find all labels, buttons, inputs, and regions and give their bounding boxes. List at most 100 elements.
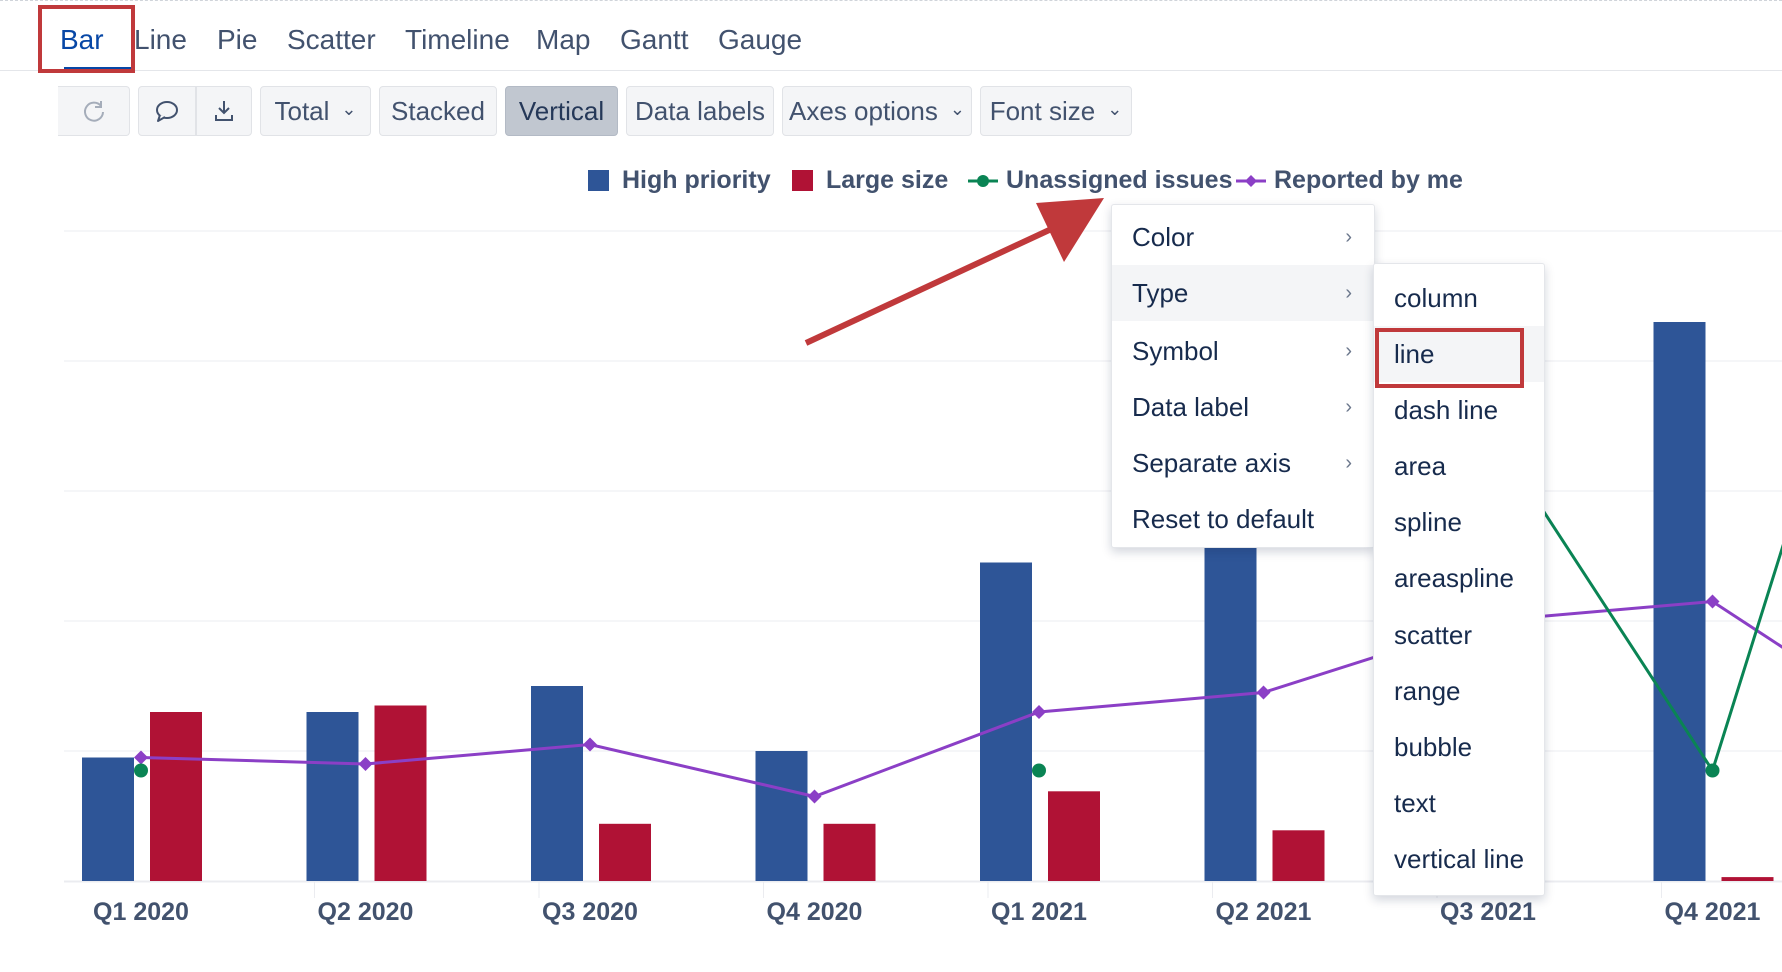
tab-scatter[interactable]: Scatter [287,24,376,55]
point-reported-by-me [1032,705,1046,719]
data-labels-button[interactable]: Data labels [626,86,774,136]
legend-marker-reported-by-me [1236,174,1266,187]
font-size-dropdown[interactable]: Font size ⌄ [980,86,1132,136]
bar-large-size [1272,830,1325,881]
bar-large-size [1721,877,1774,881]
point-reported-by-me [134,750,148,765]
annotation-highlight-bar-tab [38,5,135,73]
comment-icon [156,101,178,122]
legend-item-reported-by-me[interactable]: Reported by me [1236,166,1463,195]
x-axis-label: Q4 2020 [766,898,863,926]
point-unassigned-issues [134,763,148,778]
point-reported-by-me [807,789,822,804]
type-option-spline[interactable]: spline [1374,494,1544,550]
point-reported-by-me [583,737,597,752]
x-axis-label: Q3 2021 [1440,898,1536,926]
x-axis-label: Q1 2020 [93,898,189,926]
menu-item-label: Reset to default [1132,503,1315,534]
type-submenu: column line dash line area spline areasp… [1373,263,1545,896]
menu-item-type[interactable]: Type › [1112,265,1374,321]
menu-item-data-label[interactable]: Data label › [1112,379,1374,435]
bar-high-priority [1204,530,1257,881]
type-option-areaspline[interactable]: areaspline [1374,550,1544,606]
legend-swatch-high-priority [588,170,609,191]
type-option-text[interactable]: text [1374,775,1544,831]
x-axis-label: Q2 2020 [317,898,414,926]
chevron-down-icon: ⌄ [949,98,965,119]
stacked-label: Stacked [391,95,485,126]
legend-item-unassigned-issues[interactable]: Unassigned issues [968,166,1232,195]
menu-item-reset-to-default[interactable]: Reset to default [1112,491,1374,547]
annotation-highlight-line-option [1375,328,1524,388]
vertical-button[interactable]: Vertical [505,86,618,136]
download-button[interactable] [196,86,252,136]
chevron-right-icon: › [1345,339,1352,362]
type-option-line[interactable]: line [1374,326,1544,382]
menu-item-label: Type [1132,277,1189,308]
axes-options-label: Axes options [789,95,938,126]
bar-high-priority [755,751,808,881]
menu-item-color[interactable]: Color › [1112,209,1374,265]
tab-gantt[interactable]: Gantt [620,24,689,55]
menu-item-label: Separate axis [1132,447,1291,478]
bar-large-size [374,705,427,881]
type-option-label: text [1394,787,1436,818]
font-size-label: Font size [989,95,1096,126]
tab-map[interactable]: Map [536,24,591,55]
series-context-menu: Color › Type › Symbol › Data label › Separat… [1111,204,1375,548]
type-option-label: spline [1394,506,1462,537]
comment-button[interactable] [138,86,196,136]
type-option-label: dash line [1394,394,1499,425]
menu-item-separate-axis[interactable]: Separate axis › [1112,435,1374,491]
tab-timeline[interactable]: Timeline [405,24,510,55]
vertical-label: Vertical [518,95,605,126]
bar-high-priority [82,757,134,881]
legend-label-high-priority: High priority [622,166,771,194]
chevron-down-icon: ⌄ [1107,98,1123,119]
bar-large-size [150,712,202,881]
point-unassigned-issues [1705,763,1720,778]
legend-item-large-size[interactable]: Large size [792,166,948,195]
bar-high-priority [531,686,583,881]
legend-label-unassigned-issues: Unassigned issues [1006,166,1233,194]
data-labels-label: Data labels [634,95,766,126]
type-option-label: vertical line [1394,843,1525,874]
tab-pie[interactable]: Pie [217,24,258,55]
type-option-label: areaspline [1394,562,1514,593]
active-tab-underline [64,67,134,70]
type-option-label: bubble [1394,731,1473,762]
stacked-button[interactable]: Stacked [379,86,497,136]
type-option-label: range [1394,675,1461,706]
chevron-right-icon: › [1345,225,1352,248]
type-option-column[interactable]: column [1374,270,1544,326]
type-option-area[interactable]: area [1374,438,1544,494]
refresh-icon [83,101,104,122]
x-axis-label: Q1 2021 [991,898,1087,926]
type-option-label: area [1394,450,1447,481]
chevron-right-icon: › [1345,395,1352,418]
legend-item-high-priority[interactable]: High priority [588,166,771,195]
type-option-dash-line[interactable]: dash line [1374,382,1544,438]
total-dropdown[interactable]: Total ⌄ [260,86,371,136]
bar-large-size [1048,791,1100,881]
total-dropdown-label: Total [274,95,330,126]
type-option-label: line [1394,338,1435,369]
x-axis-label: Q3 2020 [542,898,638,926]
bar-large-size [823,823,876,881]
type-option-vertical-line[interactable]: vertical line [1374,831,1544,887]
tab-line[interactable]: Line [134,24,187,55]
menu-item-label: Color [1132,221,1195,252]
type-option-scatter[interactable]: scatter [1374,607,1544,663]
axes-options-dropdown[interactable]: Axes options ⌄ [782,86,972,136]
tab-gauge[interactable]: Gauge [718,24,803,55]
refresh-button[interactable] [58,86,130,136]
type-option-bubble[interactable]: bubble [1374,719,1544,775]
point-reported-by-me [358,757,373,771]
legend-label-large-size: Large size [826,166,949,194]
download-icon [215,101,233,121]
menu-item-label: Symbol [1132,335,1219,366]
tab-bar[interactable]: Bar [60,24,104,55]
menu-item-symbol[interactable]: Symbol › [1112,323,1374,379]
legend-swatch-large-size [792,170,813,191]
type-option-range[interactable]: range [1374,663,1544,719]
